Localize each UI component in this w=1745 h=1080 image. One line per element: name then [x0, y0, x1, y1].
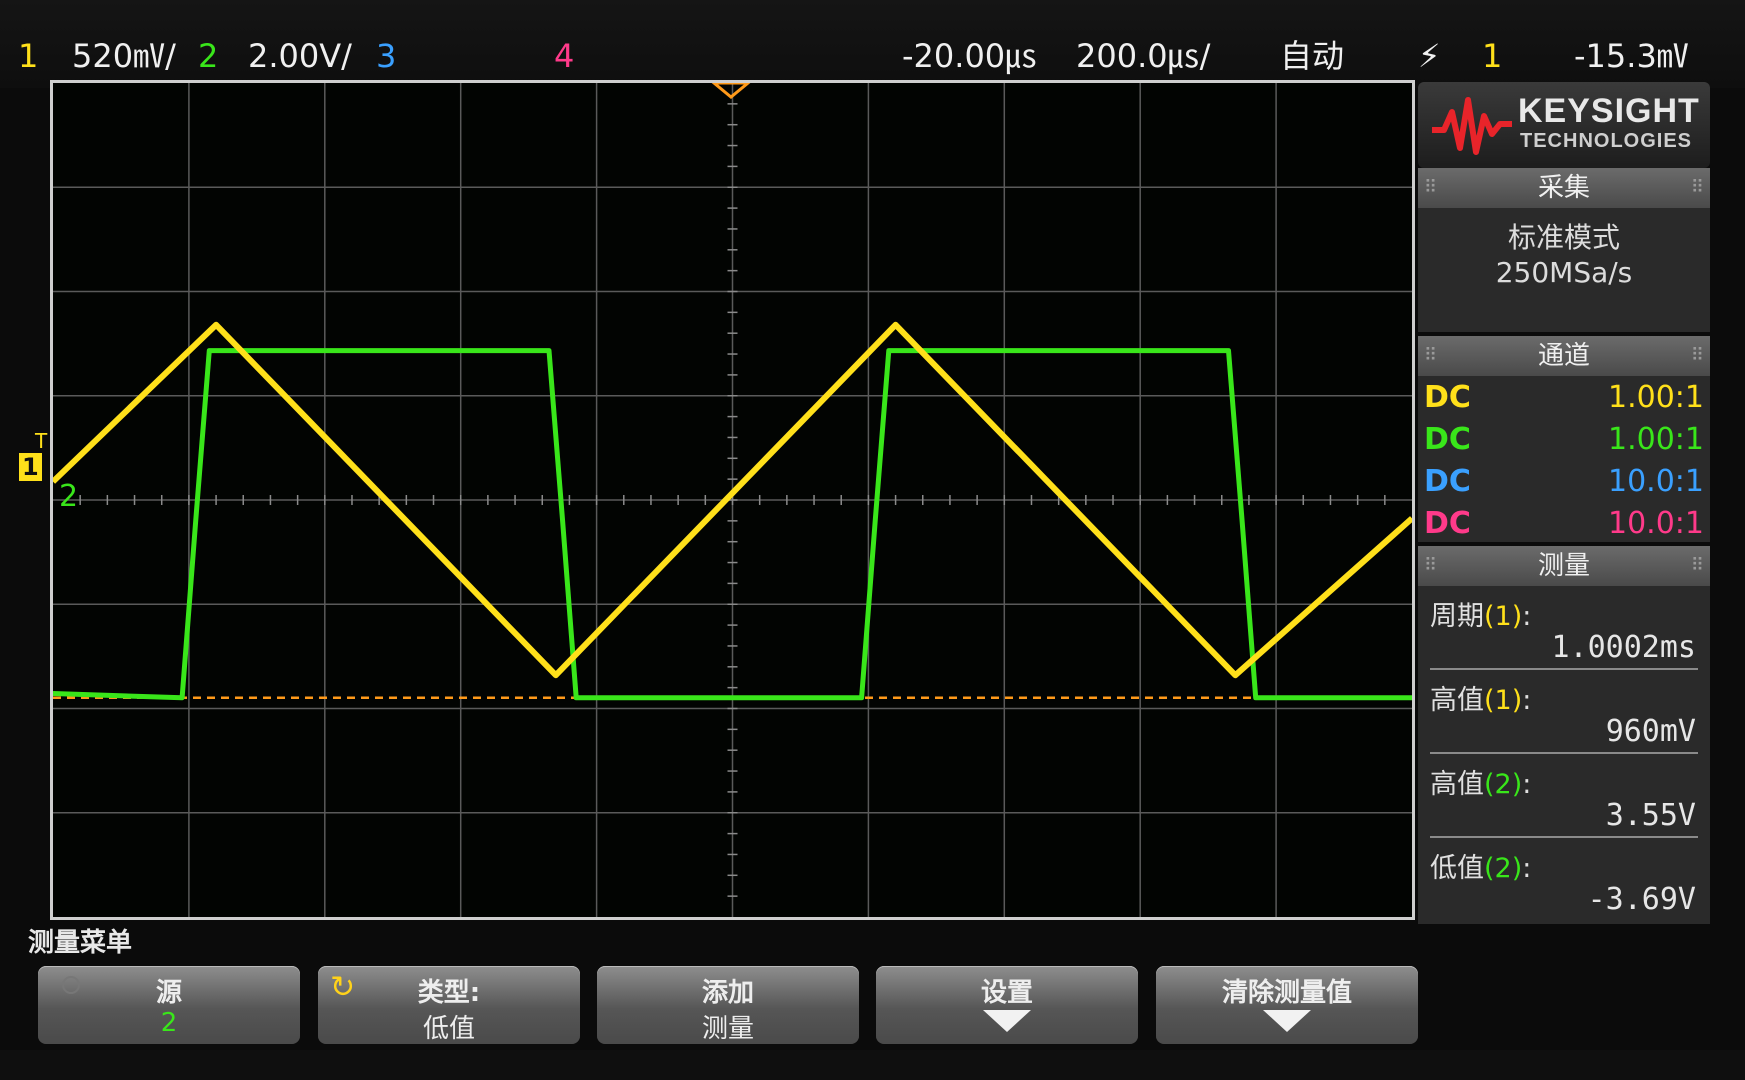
ch1-trace — [53, 321, 1412, 679]
softkey-label: 类型: — [417, 978, 481, 1008]
softkey-label: 清除测量值 — [1221, 978, 1352, 1008]
ch2-number[interactable]: 2 — [198, 37, 219, 75]
divider — [1430, 836, 1698, 838]
ch1-coupling: DC — [1424, 380, 1471, 415]
softkey-source[interactable]: 源 2 — [38, 966, 300, 1044]
softkey-value: 测量 — [701, 1014, 754, 1044]
measurement-label: 高值 — [1430, 685, 1484, 716]
ground-marker-ch2[interactable]: 2 — [59, 479, 79, 514]
measurement-value: -3.69V — [1587, 882, 1696, 917]
trigger-position-icon — [711, 83, 751, 99]
ch1-number[interactable]: 1 — [18, 37, 39, 75]
measurement-value: 1.0002ms — [1551, 630, 1697, 665]
measurement-item: 周期(1): 1.0002ms — [1418, 586, 1710, 670]
time-scale[interactable]: 200.0㎲/ — [1076, 37, 1211, 75]
waveform-plot — [53, 83, 1412, 917]
acquisition-panel: 标准模式 250MSa/s — [1418, 208, 1710, 332]
acquisition-title: 采集 — [1537, 173, 1590, 203]
ch1-scale[interactable]: 520㎷/ — [72, 37, 176, 75]
measurement-item: 高值(1): 960mV — [1418, 670, 1710, 754]
softkey-label: 设置 — [980, 978, 1033, 1008]
measurement-label: 周期 — [1430, 601, 1484, 632]
measurement-value: 960mV — [1605, 714, 1696, 749]
trigger-slope-icon: ⚡ — [1418, 37, 1441, 75]
ch3-probe: 10.0:1 — [1608, 464, 1704, 499]
ch4-probe: 10.0:1 — [1608, 506, 1704, 541]
softkey-label: 源 — [155, 978, 182, 1008]
keysight-logo: KEYSIGHT TECHNOLOGIES — [1418, 82, 1710, 168]
rotate-knob-icon: ↻ — [330, 970, 356, 1005]
ch2-scale[interactable]: 2.00V/ — [248, 37, 352, 75]
divider — [1430, 668, 1698, 670]
measurement-item: 低值(2): -3.69V — [1430, 853, 1696, 917]
ch3-number[interactable]: 3 — [376, 37, 397, 75]
graticule-center-ticks — [79, 103, 1386, 897]
ch1-probe: 1.00:1 — [1608, 380, 1704, 415]
keysight-wave-icon — [1432, 97, 1512, 155]
channel-row-3: DC 10.0:1 — [1424, 462, 1704, 502]
softkey-value: 低值 — [422, 1014, 475, 1044]
status-bar: 1 520㎷/ 2 2.00V/ 3 4 -20.00㎲ 200.0㎲/ 自动 … — [0, 0, 1745, 88]
radio-icon — [62, 976, 80, 994]
softkey-clear-measurements[interactable]: 清除测量值 — [1156, 966, 1418, 1044]
arrow-down-icon — [1263, 1010, 1311, 1032]
measurement-source: 2 — [1494, 769, 1512, 800]
ground-marker-ch1[interactable]: 1 — [19, 453, 42, 481]
channels-header[interactable]: ⠿ 通道 ⠿ — [1418, 336, 1710, 376]
measurement-item: 高值(2): 3.55V — [1418, 754, 1710, 838]
grip-icon: ⠿ — [1424, 555, 1438, 576]
softkey-label: 添加 — [701, 978, 754, 1008]
measurements-panel: 周期(1): 1.0002ms 高值(1): 960mV 高值(2): 3.55… — [1418, 586, 1710, 924]
measurement-source: 1 — [1494, 601, 1512, 632]
trigger-source[interactable]: 1 — [1482, 37, 1503, 75]
measurement-label: 高值 — [1430, 769, 1484, 800]
ch2-probe: 1.00:1 — [1608, 422, 1704, 457]
softkey-add-measurement[interactable]: 添加 测量 — [597, 966, 859, 1044]
channels-title: 通道 — [1537, 341, 1590, 371]
grip-icon: ⠿ — [1690, 177, 1704, 198]
divider — [1430, 752, 1698, 754]
channels-panel: DC 1.00:1 DC 1.00:1 DC 10.0:1 DC 10.0:1 — [1418, 376, 1710, 542]
ch4-coupling: DC — [1424, 506, 1471, 541]
softkey-settings[interactable]: 设置 — [876, 966, 1138, 1044]
measurements-title: 测量 — [1537, 551, 1590, 581]
trigger-level-marker[interactable]: T — [35, 429, 48, 453]
menu-title: 测量菜单 — [28, 928, 133, 958]
waveform-display[interactable]: 1 T 2 — [19, 80, 1415, 920]
brand-name: KEYSIGHT — [1518, 92, 1700, 130]
grip-icon: ⠿ — [1690, 555, 1704, 576]
channel-row-2: DC 1.00:1 — [1424, 420, 1704, 460]
ch2-coupling: DC — [1424, 422, 1471, 457]
grip-icon: ⠿ — [1424, 345, 1438, 366]
measurements-header[interactable]: ⠿ 测量 ⠿ — [1418, 546, 1710, 586]
softkey-type[interactable]: ↻ 类型: 低值 — [318, 966, 580, 1044]
grip-icon: ⠿ — [1690, 345, 1704, 366]
trigger-mode[interactable]: 自动 — [1280, 37, 1345, 75]
measurement-source: 2 — [1494, 853, 1512, 884]
arrow-down-icon — [983, 1010, 1031, 1032]
bezel-bottom — [0, 1050, 1745, 1080]
acquisition-header[interactable]: ⠿ 采集 ⠿ — [1418, 168, 1710, 208]
ch3-coupling: DC — [1424, 464, 1471, 499]
measurement-value: 3.55V — [1605, 798, 1696, 833]
measurement-source: 1 — [1494, 685, 1512, 716]
grip-icon: ⠿ — [1424, 177, 1438, 198]
sample-rate: 250MSa/s — [1495, 256, 1633, 289]
brand-sub: TECHNOLOGIES — [1520, 130, 1693, 152]
ch2-trace — [53, 348, 1412, 701]
ch4-number[interactable]: 4 — [554, 37, 575, 75]
measurement-label: 低值 — [1430, 853, 1484, 884]
channel-row-4: DC 10.0:1 — [1424, 504, 1704, 544]
acquisition-mode: 标准模式 — [1507, 221, 1620, 254]
channel-row-1: DC 1.00:1 — [1424, 378, 1704, 418]
time-delay[interactable]: -20.00㎲ — [902, 37, 1038, 75]
softkey-value: 2 — [160, 1008, 178, 1038]
trigger-level[interactable]: -15.3㎷ — [1574, 37, 1689, 75]
